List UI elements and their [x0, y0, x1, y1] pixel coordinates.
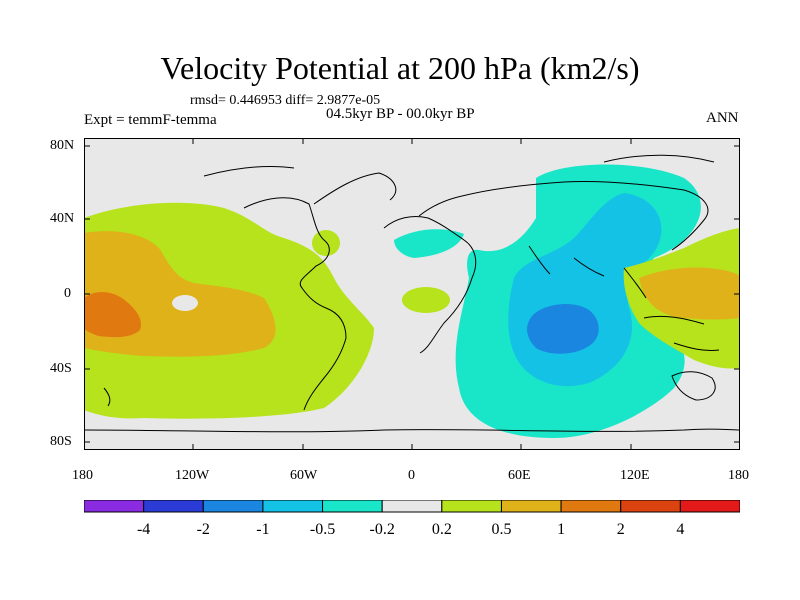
colorbar-label: -4	[137, 521, 150, 538]
colorbar-label: 0.2	[432, 521, 452, 538]
velocity-potential-map	[84, 138, 740, 450]
positive-region-wpac-mid	[639, 267, 740, 320]
positive-blob-canada-strip	[239, 258, 319, 273]
season-label: ANN	[706, 110, 739, 126]
colorbar-swatch	[262, 500, 324, 513]
lon-tick-label: 60W	[290, 468, 318, 483]
lon-tick-label: 60E	[508, 468, 531, 483]
colorbar-swatch	[202, 500, 264, 513]
colorbar-label: -1	[256, 521, 269, 538]
colorbar-label: -0.2	[370, 521, 395, 538]
colorbar-label: 0.5	[491, 521, 511, 538]
colorbar-swatch	[679, 500, 740, 513]
colorbar-swatch	[500, 500, 562, 513]
colorbar-swatch	[84, 500, 145, 513]
negative-region-strong	[527, 304, 599, 354]
colorbar-label: -2	[197, 521, 210, 538]
lon-tick-label: 0	[408, 468, 415, 483]
colorbar-swatch	[143, 500, 204, 513]
colorbar-label: -0.5	[310, 521, 335, 538]
rmsd-diff-stats: rmsd= 0.446953 diff= 2.9877e-05	[190, 93, 381, 108]
positive-region-pacific-strong	[84, 292, 142, 338]
coastlines	[84, 154, 740, 433]
positive-blob-africa	[402, 287, 450, 313]
lat-tick-label: 80S	[50, 434, 72, 449]
map-frame	[84, 138, 740, 450]
colorbar-swatch	[620, 500, 681, 513]
positive-blob-atlantic	[312, 230, 340, 256]
plot-title: Velocity Potential at 200 hPa (km2/s)	[160, 50, 640, 86]
lon-tick-label: 180	[728, 468, 749, 483]
lat-tick-label: 80N	[50, 138, 75, 153]
colorbar-label: 1	[557, 521, 565, 538]
colorbar: -4 -2 -1 -0.5 -0.2 0.2 0.5 1 2 4	[84, 500, 740, 538]
colorbar-label: 4	[676, 521, 684, 538]
negative-region-light-africa-n	[394, 229, 464, 258]
lat-tick-label: 40S	[50, 361, 72, 376]
colorbar-swatch	[560, 500, 622, 513]
colorbar-swatch	[441, 500, 502, 513]
colorbar-label: 2	[617, 521, 625, 538]
lat-tick-label: 40N	[50, 211, 75, 226]
colorbar-swatch	[381, 500, 443, 513]
lon-tick-label: 180	[72, 468, 93, 483]
lon-tick-label: 120W	[175, 468, 210, 483]
colorbar-swatch	[322, 500, 383, 513]
experiment-label: Expt = temmF-temma	[84, 112, 217, 128]
neutral-hole-pacific	[172, 295, 198, 311]
lat-tick-label: 0	[64, 286, 71, 301]
period-label: 04.5kyr BP - 00.0kyr BP	[326, 106, 475, 122]
lon-tick-label: 120E	[620, 468, 650, 483]
